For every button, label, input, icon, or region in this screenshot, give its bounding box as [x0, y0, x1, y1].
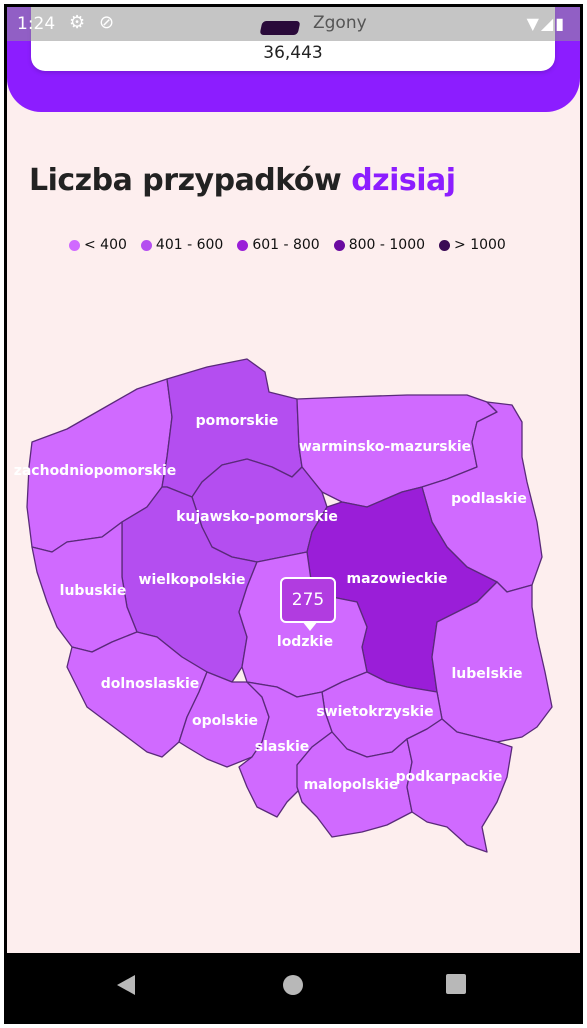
title-highlight: dzisiaj	[351, 163, 455, 198]
settings-icon: ⚙	[69, 12, 85, 33]
legend-item: 401 - 600	[141, 237, 223, 253]
legend-item: 800 - 1000	[334, 237, 425, 253]
app-frame: 36,443 1:24 ⚙ ⊘ Zgony ▼◢▮ Liczba przypad…	[4, 4, 583, 1024]
legend-label: < 400	[84, 237, 127, 253]
legend-dot	[237, 240, 248, 251]
wifi-signal-icon: ▼◢▮	[527, 14, 566, 33]
legend-label: 401 - 600	[156, 237, 223, 253]
legend-item: < 400	[69, 237, 127, 253]
region-tooltip: 275	[280, 577, 336, 623]
deaths-value: 36,443	[31, 43, 555, 63]
label-warminsko-mazurskie: warminsko-mazurskie	[299, 439, 471, 455]
legend-dot	[141, 240, 152, 251]
card-title: Zgony	[313, 13, 367, 33]
legend-label: > 1000	[454, 237, 506, 253]
home-icon[interactable]	[281, 973, 305, 997]
recents-icon[interactable]	[445, 973, 467, 995]
label-lubuskie: lubuskie	[60, 583, 127, 599]
label-kujawsko-pomorskie: kujawsko-pomorskie	[176, 509, 338, 525]
label-lodzkie: lodzkie	[277, 634, 333, 650]
legend-label: 601 - 800	[252, 237, 319, 253]
label-malopolskie: malopolskie	[304, 777, 399, 793]
page-title: Liczba przypadków dzisiaj	[29, 163, 456, 198]
label-swietokrzyskie: swietokrzyskie	[316, 704, 433, 720]
legend-item: > 1000	[439, 237, 506, 253]
label-mazowieckie: mazowieckie	[347, 571, 448, 587]
label-lubelskie: lubelskie	[451, 666, 522, 682]
label-dolnoslaskie: dolnoslaskie	[101, 676, 200, 692]
legend-dot	[334, 240, 345, 251]
legend-dot	[439, 240, 450, 251]
status-time: 1:24	[17, 14, 55, 34]
sync-icon: ⊘	[99, 12, 114, 33]
label-podlaskie: podlaskie	[451, 491, 527, 507]
label-pomorskie: pomorskie	[196, 413, 279, 429]
status-bar: 1:24 ⚙ ⊘ Zgony ▼◢▮	[7, 7, 580, 41]
back-icon[interactable]	[115, 973, 137, 997]
label-opolskie: opolskie	[192, 713, 258, 729]
legend-item: 601 - 800	[237, 237, 319, 253]
legend-dot	[69, 240, 80, 251]
label-wielkopolskie: wielkopolskie	[139, 572, 246, 588]
legend-label: 800 - 1000	[349, 237, 425, 253]
label-slaskie: slaskie	[255, 739, 310, 755]
legend: < 400 401 - 600 601 - 800 800 - 1000 > 1…	[69, 237, 506, 253]
label-podkarpackie: podkarpackie	[396, 769, 503, 785]
nav-bar	[7, 953, 580, 1021]
label-zachodniopomorskie: zachodniopomorskie	[14, 463, 177, 479]
camera-cutout	[260, 21, 301, 35]
title-text: Liczba przypadków	[29, 163, 351, 198]
